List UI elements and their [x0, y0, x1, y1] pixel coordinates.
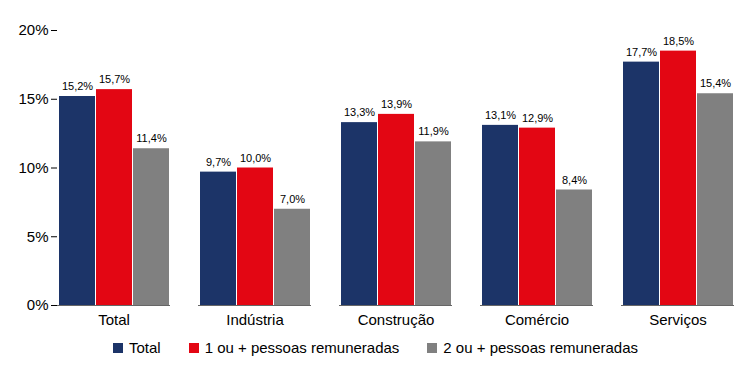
html-text:Total: Total	[128, 339, 161, 356]
svg-text:13,9%: 13,9%	[381, 98, 412, 110]
svg-text:15,7%: 15,7%	[99, 73, 130, 85]
svg-text:10,0%: 10,0%	[240, 152, 271, 164]
svg-text:5%: 5%	[27, 228, 49, 245]
svg-text:15%: 15%	[18, 90, 48, 107]
svg-text:7,0%: 7,0%	[280, 193, 305, 205]
svg-text:0%: 0%	[27, 296, 49, 313]
svg-text:Construção: Construção	[358, 311, 435, 328]
svg-text:Comércio: Comércio	[505, 311, 569, 328]
svg-text:18,5%: 18,5%	[663, 35, 694, 47]
svg-text:11,4%: 11,4%	[136, 132, 167, 144]
svg-text:15,2%: 15,2%	[62, 80, 93, 92]
svg-text:8,4%: 8,4%	[562, 174, 587, 186]
svg-text:9,7%: 9,7%	[206, 156, 231, 168]
svg-text:13,3%: 13,3%	[344, 106, 375, 118]
html-text:2 ou + pessoas remuneradas: 2 ou + pessoas remuneradas	[443, 339, 639, 356]
svg-text:Serviços: Serviços	[649, 311, 707, 328]
svg-text:Indústria: Indústria	[226, 311, 284, 328]
svg-text:10%: 10%	[18, 159, 48, 176]
svg-text:17,7%: 17,7%	[626, 46, 657, 58]
svg-text:12,9%: 12,9%	[522, 112, 553, 124]
svg-text:13,1%: 13,1%	[485, 109, 516, 121]
svg-text:15,4%: 15,4%	[700, 77, 731, 89]
html-text:1 ou + pessoas remuneradas: 1 ou + pessoas remuneradas	[204, 339, 400, 356]
svg-text:Total: Total	[98, 311, 130, 328]
svg-text:20%: 20%	[18, 21, 48, 38]
svg-text:11,9%: 11,9%	[418, 125, 449, 137]
